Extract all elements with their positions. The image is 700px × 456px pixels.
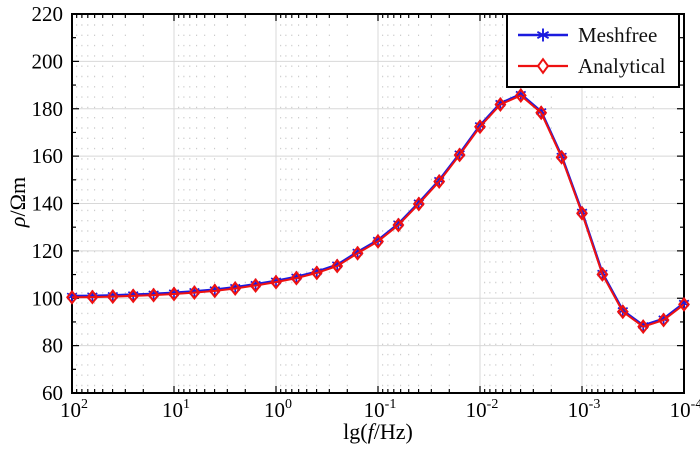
diamond-icon <box>536 57 550 75</box>
series-group <box>66 87 690 335</box>
y-tick-label: 220 <box>32 2 64 26</box>
legend-label-analytical: Analytical <box>578 53 666 78</box>
y-tick-label: 200 <box>32 49 64 73</box>
y-tick-label: 100 <box>32 286 64 310</box>
y-tick-label: 140 <box>32 192 64 216</box>
legend-label-meshfree: Meshfree <box>578 22 658 47</box>
legend-item-meshfree: Meshfree <box>508 24 678 46</box>
x-tick-label: 10-4 <box>670 397 700 422</box>
x-tick-label: 10-3 <box>568 397 601 422</box>
meshfree-line-sample <box>518 28 568 42</box>
y-tick-label: 80 <box>42 334 63 358</box>
analytical-line-sample <box>518 57 568 75</box>
y-tick-label: 180 <box>32 97 64 121</box>
grid-major <box>72 14 684 393</box>
y-tick-label: 160 <box>32 144 64 168</box>
y-axis-label: ρ/Ωm <box>5 176 30 228</box>
plot-frame <box>71 13 685 394</box>
x-tick-label: 101 <box>162 397 190 422</box>
x-tick-label: 102 <box>60 397 88 422</box>
y-tick-label: 120 <box>32 239 64 263</box>
series-analytical <box>66 87 690 335</box>
x-axis-label: lg(f/Hz) <box>343 419 413 444</box>
y-tick-label: 60 <box>42 381 63 405</box>
legend: Meshfree Analytical <box>506 13 680 88</box>
legend-item-analytical: Analytical <box>508 55 678 77</box>
